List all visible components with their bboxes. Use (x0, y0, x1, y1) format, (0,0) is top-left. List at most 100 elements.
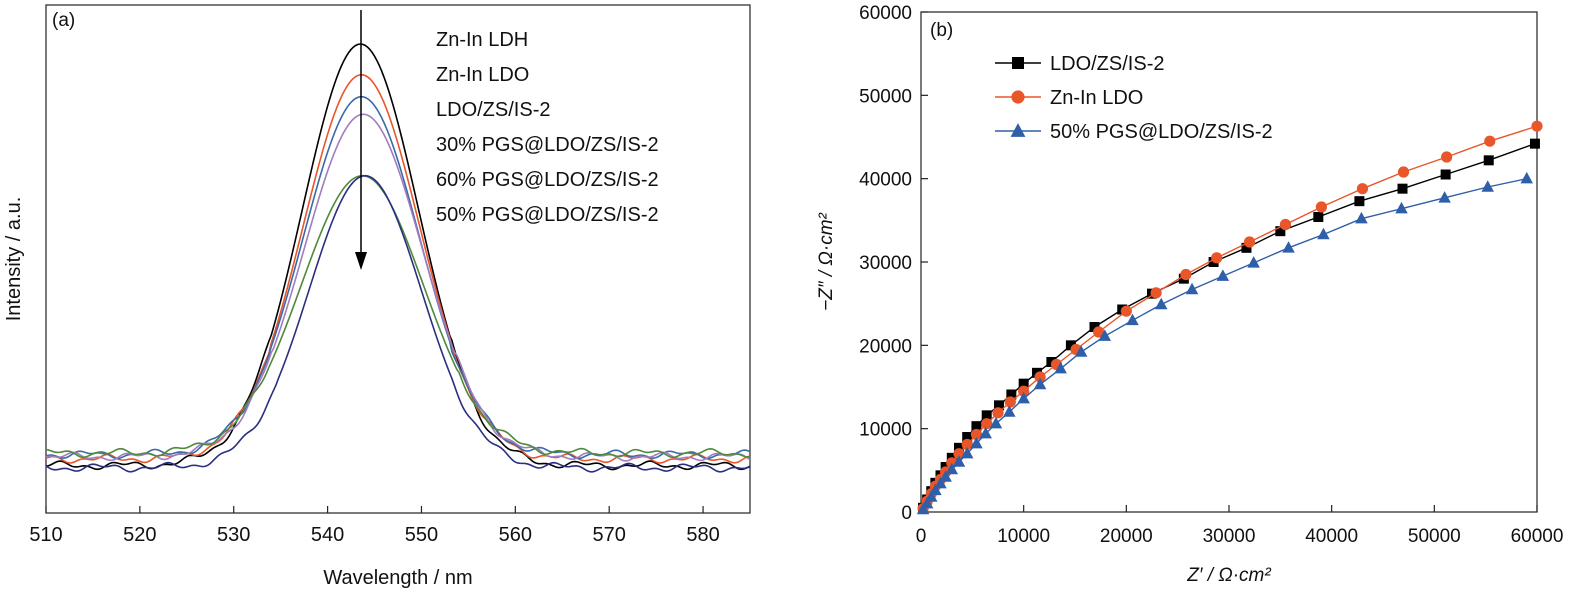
panel-b-series (916, 120, 1543, 515)
data-point-zn-in-ldo-12 (1004, 396, 1016, 408)
data-point-50pct-pgs-ldo-zs-is-2-27 (1438, 191, 1451, 203)
legend-entry-50pct-pgs-ldo-zs-is-2: 50% PGS@LDO/ZS/IS-2 (436, 204, 659, 226)
series-line-50pct-pgs-ldo-zs-is-2 (45, 174, 751, 473)
data-point-ldo-zs-is-2-16 (1065, 340, 1076, 351)
panel-b-x-tick-label-40000: 40000 (1305, 526, 1358, 547)
legend-entry-zn-in-ldo: Zn-In LDO (995, 87, 1143, 109)
panel-a-plot-frame (45, 4, 751, 514)
panel-b-label: (b) (930, 20, 953, 41)
legend-entry-50pct-pgs-ldo-zs-is-2: 50% PGS@LDO/ZS/IS-2 (995, 121, 1273, 143)
panel-a-x-tick-label-540: 540 (311, 524, 344, 546)
data-point-ldo-zs-is-2-25 (1354, 196, 1365, 207)
series-line-ldo-zs-is-2 (45, 95, 751, 460)
panel-b-y-tick-label-0: 0 (901, 503, 912, 524)
series-line-zn-in-ldh (45, 43, 751, 471)
panel-a-emission-spectra: 510 520 530 540 550 560 570 580 (a) Zn-In LDHZn… (3, 4, 751, 589)
data-point-50pct-pgs-ldo-zs-is-2-3 (929, 483, 942, 496)
panel-a-x-tick-label-570: 570 (593, 524, 626, 546)
series-zn-in-ldo (917, 120, 1543, 515)
data-point-ldo-zs-is-2-22 (1241, 242, 1252, 253)
panel-a-series-lines (45, 43, 751, 473)
data-point-50pct-pgs-ldo-zs-is-2-7 (952, 455, 966, 467)
series-ldo-zs-is-2 (918, 138, 1540, 513)
data-point-zn-in-ldo-29 (1531, 120, 1543, 132)
data-point-zn-in-ldo-27 (1441, 151, 1453, 163)
data-point-50pct-pgs-ldo-zs-is-2-16 (1074, 345, 1088, 357)
panel-b-legend: LDO/ZS/IS-2 Zn-In LDO 50% PGS@LDO/ZS/IS-2 (995, 53, 1273, 143)
data-point-50pct-pgs-ldo-zs-is-2-19 (1154, 297, 1168, 310)
series-line-50pct-pgs-ldo-zs-is-2 (922, 177, 1527, 510)
panel-b-x-tick-label-10000: 10000 (997, 526, 1050, 547)
panel-b-x-tick-label-0: 0 (916, 526, 927, 547)
series-line-zn-in-ldo (45, 73, 751, 464)
legend-marker-50pct-pgs-ldo-zs-is-2 (1010, 123, 1026, 137)
panel-a-label: (a) (52, 10, 75, 31)
series-50pct-pgs-ldo-zs-is-2 (916, 171, 1533, 515)
data-point-ldo-zs-is-2-23 (1275, 226, 1286, 237)
data-point-50pct-pgs-ldo-zs-is-2-18 (1126, 313, 1139, 326)
panel-b-y-tick-label-50000: 50000 (859, 86, 912, 107)
panel-a-x-tick-label-550: 550 (405, 524, 438, 546)
panel-b-y-axis-label: −Z″ / Ω·cm² (816, 212, 837, 310)
panel-b-x-tick-label-20000: 20000 (1100, 526, 1153, 547)
panel-a-x-tick-label-510: 510 (29, 524, 62, 546)
data-point-50pct-pgs-ldo-zs-is-2-23 (1282, 241, 1295, 253)
data-point-50pct-pgs-ldo-zs-is-2-9 (970, 436, 983, 449)
data-point-zn-in-ldo-9 (970, 428, 983, 441)
data-point-zn-in-ldo-19 (1150, 287, 1162, 299)
panel-b-x-tick-label-50000: 50000 (1408, 526, 1461, 547)
data-point-ldo-zs-is-2-27 (1440, 169, 1451, 180)
data-point-50pct-pgs-ldo-zs-is-2-24 (1317, 227, 1330, 240)
data-point-50pct-pgs-ldo-zs-is-2-21 (1216, 269, 1230, 281)
data-point-zn-in-ldo-22 (1243, 236, 1256, 248)
data-point-ldo-zs-is-2-11 (994, 400, 1005, 411)
legend-entry-ldo-zs-is-2: LDO/ZS/IS-2 (436, 99, 550, 121)
panel-a-x-tick-label-520: 520 (123, 524, 156, 546)
panel-b-x-tick-label-60000: 60000 (1511, 526, 1564, 547)
panel-b-nyquist-plot: 0 10000 20000 30000 40000 50000 60000 0 10000 200… (816, 3, 1563, 586)
legend-label-zn-in-ldo: Zn-In LDO (1050, 87, 1143, 109)
data-point-50pct-pgs-ldo-zs-is-2-20 (1185, 282, 1199, 295)
data-point-ldo-zs-is-2-13 (1018, 378, 1029, 389)
data-point-50pct-pgs-ldo-zs-is-2-1 (920, 496, 934, 509)
legend-entry-ldo-zs-is-2: LDO/ZS/IS-2 (995, 53, 1164, 75)
panel-b-y-tick-label-60000: 60000 (859, 3, 912, 24)
data-point-50pct-pgs-ldo-zs-is-2-10 (979, 426, 992, 439)
data-point-ldo-zs-is-2-8 (962, 432, 973, 442)
data-point-50pct-pgs-ldo-zs-is-2-6 (945, 462, 959, 475)
legend-entry-zn-in-ldo: Zn-In LDO (436, 64, 529, 86)
data-point-zn-in-ldo-8 (961, 438, 973, 451)
data-point-50pct-pgs-ldo-zs-is-2-15 (1054, 361, 1067, 374)
legend-entry-60pct-pgs-ldo-zs-is-2: 60% PGS@LDO/ZS/IS-2 (436, 169, 659, 191)
data-point-zn-in-ldo-11 (992, 407, 1004, 419)
panel-b-x-tick-label-30000: 30000 (1203, 526, 1256, 547)
data-point-50pct-pgs-ldo-zs-is-2-25 (1355, 211, 1368, 224)
data-point-zn-in-ldo-26 (1397, 166, 1410, 178)
legend-label-50pct-pgs-ldo-zs-is-2: 50% PGS@LDO/ZS/IS-2 (1050, 121, 1273, 143)
data-point-zn-in-ldo-10 (981, 418, 993, 430)
data-point-ldo-zs-is-2-26 (1397, 183, 1408, 194)
data-point-50pct-pgs-ldo-zs-is-2-5 (939, 470, 952, 482)
legend-label-ldo-zs-is-2: LDO/ZS/IS-2 (1050, 53, 1164, 75)
panel-b-y-tick-label-20000: 20000 (859, 336, 912, 357)
data-point-50pct-pgs-ldo-zs-is-2-14 (1033, 377, 1047, 390)
data-point-zn-in-ldo-21 (1211, 252, 1223, 264)
legend-entry-30pct-pgs-ldo-zs-is-2: 30% PGS@LDO/ZS/IS-2 (436, 134, 659, 156)
data-point-ldo-zs-is-2-24 (1313, 212, 1324, 222)
panel-a-x-ticks: 510 520 530 540 550 560 570 580 (29, 506, 720, 546)
data-point-50pct-pgs-ldo-zs-is-2-26 (1395, 201, 1408, 214)
data-point-50pct-pgs-ldo-zs-is-2-12 (1003, 405, 1016, 417)
data-point-zn-in-ldo-23 (1279, 218, 1292, 231)
data-point-ldo-zs-is-2-17 (1089, 322, 1100, 332)
data-point-ldo-zs-is-2-7 (953, 442, 964, 453)
panel-a-x-tick-label-560: 560 (499, 524, 532, 546)
panel-b-x-axis-label: Z′ / Ω·cm² (1186, 565, 1271, 586)
panel-a-x-axis-label: Wavelength / nm (323, 567, 472, 589)
panel-a-x-tick-label-580: 580 (686, 524, 719, 546)
data-point-ldo-zs-is-2-12 (1006, 389, 1017, 400)
data-point-ldo-zs-is-2-9 (971, 421, 982, 432)
panel-b-plot-frame (920, 11, 1538, 513)
data-point-50pct-pgs-ldo-zs-is-2-17 (1098, 329, 1112, 341)
data-point-zn-in-ldo-13 (1018, 385, 1030, 397)
data-point-50pct-pgs-ldo-zs-is-2-29 (1520, 171, 1533, 184)
